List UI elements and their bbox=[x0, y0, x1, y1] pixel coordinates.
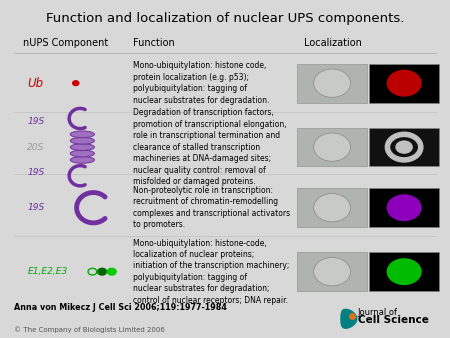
Text: Anna von Mikecz J Cell Sci 2006;119:1977-1984: Anna von Mikecz J Cell Sci 2006;119:1977… bbox=[14, 303, 227, 312]
Circle shape bbox=[396, 140, 413, 154]
FancyBboxPatch shape bbox=[369, 128, 439, 167]
Circle shape bbox=[314, 133, 351, 161]
Text: Ub: Ub bbox=[27, 77, 44, 90]
FancyBboxPatch shape bbox=[369, 252, 439, 291]
Text: nUPS Component: nUPS Component bbox=[23, 38, 108, 48]
FancyBboxPatch shape bbox=[369, 188, 439, 227]
Circle shape bbox=[387, 258, 422, 285]
Text: © The Company of Biologists Limited 2006: © The Company of Biologists Limited 2006 bbox=[14, 327, 165, 333]
Circle shape bbox=[72, 81, 79, 86]
Circle shape bbox=[314, 194, 351, 222]
Text: Journal of: Journal of bbox=[358, 308, 397, 317]
Circle shape bbox=[387, 194, 422, 221]
Text: Mono-ubiquitylation: histone code,
protein localization (e.g. p53);
polyubiquity: Mono-ubiquitylation: histone code, prote… bbox=[133, 61, 269, 104]
Circle shape bbox=[387, 70, 422, 97]
Circle shape bbox=[98, 268, 107, 275]
Circle shape bbox=[314, 69, 351, 97]
Text: Function and localization of nuclear UPS components.: Function and localization of nuclear UPS… bbox=[46, 13, 404, 25]
Text: Function: Function bbox=[133, 38, 175, 48]
Circle shape bbox=[314, 258, 351, 286]
Text: 19S: 19S bbox=[27, 203, 45, 212]
FancyBboxPatch shape bbox=[297, 188, 367, 227]
Ellipse shape bbox=[70, 150, 94, 157]
Text: Cell Science: Cell Science bbox=[358, 315, 428, 325]
Circle shape bbox=[108, 268, 116, 275]
Text: 19S: 19S bbox=[27, 117, 45, 126]
Text: 20S: 20S bbox=[27, 143, 45, 152]
Ellipse shape bbox=[70, 137, 94, 144]
Text: 19S: 19S bbox=[27, 168, 45, 177]
Text: Mono-ubiquitylation: histone-code,
localization of nuclear proteins;
initiation : Mono-ubiquitylation: histone-code, local… bbox=[133, 239, 289, 305]
FancyBboxPatch shape bbox=[297, 128, 367, 167]
Text: Degradation of transcription factors,
promotion of transcriptional elongation,
r: Degradation of transcription factors, pr… bbox=[133, 108, 287, 186]
Ellipse shape bbox=[70, 144, 94, 150]
Text: Localization: Localization bbox=[304, 38, 362, 48]
FancyBboxPatch shape bbox=[297, 252, 367, 291]
Ellipse shape bbox=[70, 156, 94, 163]
Polygon shape bbox=[341, 309, 357, 328]
FancyBboxPatch shape bbox=[369, 64, 439, 102]
FancyBboxPatch shape bbox=[297, 64, 367, 102]
Text: E1,E2,E3: E1,E2,E3 bbox=[27, 267, 68, 276]
Text: Non-proteolytic role in transcription:
recruitment of chromatin-remodelling
comp: Non-proteolytic role in transcription: r… bbox=[133, 186, 290, 230]
Ellipse shape bbox=[70, 131, 94, 138]
